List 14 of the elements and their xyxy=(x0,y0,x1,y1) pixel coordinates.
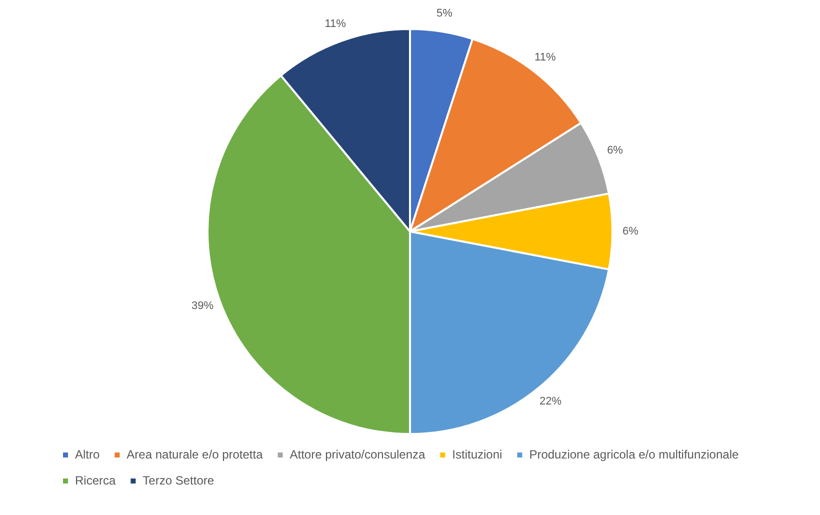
legend-label: Attore privato/consulenza xyxy=(290,447,426,462)
data-label: 22% xyxy=(540,395,562,408)
data-label: 11% xyxy=(324,18,346,30)
data-label: 6% xyxy=(622,226,639,238)
legend-label: Produzione agricola e/o multifunzionale xyxy=(529,447,739,462)
data-label: 39% xyxy=(192,300,214,312)
legend-label: Altro xyxy=(75,447,100,462)
legend-label: Terzo Settore xyxy=(142,473,214,488)
legend-label: Area naturale e/o protetta xyxy=(126,447,264,462)
data-label: 6% xyxy=(607,144,624,156)
data-label: 5% xyxy=(436,8,453,20)
legend-label: Istituzioni xyxy=(452,447,502,462)
legend-label: Ricerca xyxy=(75,473,116,488)
data-label: 11% xyxy=(534,51,556,64)
